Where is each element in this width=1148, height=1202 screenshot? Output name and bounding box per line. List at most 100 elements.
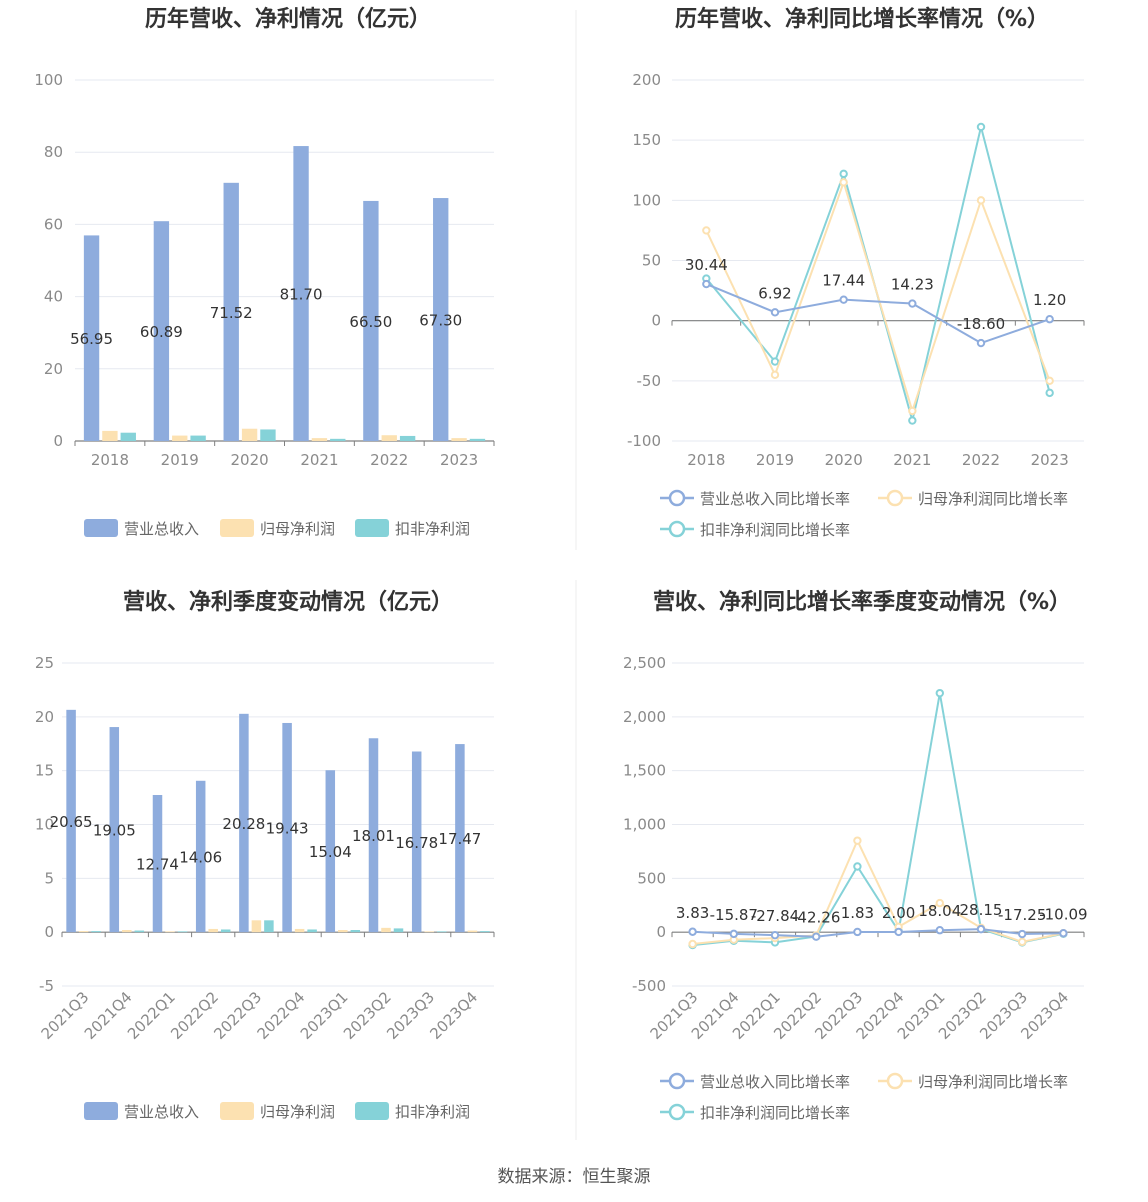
legend-label[interactable]: 营业总收入 — [124, 1103, 199, 1121]
bar-parent-profit[interactable] — [381, 927, 391, 933]
data-point[interactable] — [770, 930, 780, 940]
data-point[interactable] — [770, 308, 780, 317]
legend-swatch[interactable] — [355, 519, 389, 537]
bar-parent-profit[interactable] — [424, 931, 434, 933]
bar-deducted-profit[interactable] — [480, 931, 490, 933]
bar-revenue[interactable] — [66, 709, 76, 933]
data-point[interactable] — [1018, 937, 1027, 947]
legend-label[interactable]: 营业总收入同比增长率 — [700, 490, 850, 508]
bar-deducted-profit[interactable] — [350, 930, 361, 933]
data-point[interactable] — [935, 926, 944, 935]
bar-parent-profit[interactable] — [78, 931, 89, 933]
data-point[interactable] — [702, 279, 711, 289]
bar-parent-profit[interactable] — [311, 438, 328, 441]
bar-parent-profit[interactable] — [381, 435, 397, 441]
legend-swatch[interactable] — [220, 1102, 254, 1120]
data-point[interactable] — [839, 169, 848, 179]
bar-parent-profit[interactable] — [294, 928, 305, 933]
data-point[interactable] — [935, 688, 944, 698]
data-point[interactable] — [976, 924, 986, 934]
legend-marker[interactable] — [668, 520, 686, 538]
bar-deducted-profit[interactable] — [91, 931, 101, 933]
data-point[interactable] — [702, 226, 711, 235]
data-point[interactable] — [812, 932, 821, 941]
legend-marker[interactable] — [668, 1072, 686, 1090]
bar-parent-profit[interactable] — [251, 920, 262, 933]
bar-deducted-profit[interactable] — [190, 435, 206, 441]
legend-swatch[interactable] — [84, 1102, 118, 1120]
bar-deducted-profit[interactable] — [264, 920, 274, 933]
data-point[interactable] — [1045, 376, 1054, 386]
legend-swatch[interactable] — [355, 1102, 389, 1120]
bar-deducted-profit[interactable] — [436, 931, 447, 933]
bar-revenue[interactable] — [195, 780, 206, 933]
data-point[interactable] — [1018, 929, 1027, 939]
bar-parent-profit[interactable] — [102, 430, 118, 441]
bar-revenue[interactable] — [152, 794, 163, 933]
legend-label[interactable]: 归母净利润 — [260, 520, 335, 538]
bar-parent-profit[interactable] — [172, 435, 188, 441]
legend-label[interactable]: 归母净利润同比增长率 — [918, 1073, 1068, 1091]
bar-deducted-profit[interactable] — [469, 438, 486, 441]
bar-revenue[interactable] — [293, 146, 309, 442]
data-point[interactable] — [853, 927, 862, 937]
data-point[interactable] — [729, 929, 738, 939]
bar-revenue[interactable] — [433, 198, 449, 441]
legend-label[interactable]: 营业总收入同比增长率 — [700, 1073, 850, 1091]
bar-revenue[interactable] — [411, 751, 422, 933]
bar-revenue[interactable] — [153, 221, 170, 441]
bar-deducted-profit[interactable] — [177, 931, 188, 933]
bar-parent-profit[interactable] — [451, 438, 467, 441]
data-point[interactable] — [935, 898, 944, 908]
bar-deducted-profit[interactable] — [260, 429, 276, 441]
data-point[interactable] — [976, 338, 986, 348]
data-point[interactable] — [908, 416, 917, 425]
bar-revenue[interactable] — [223, 182, 239, 441]
bar-deducted-profit[interactable] — [134, 930, 145, 933]
data-point[interactable] — [839, 178, 848, 187]
bar-revenue[interactable] — [363, 200, 379, 441]
bar-deducted-profit[interactable] — [220, 929, 231, 933]
bar-parent-profit[interactable] — [122, 930, 132, 933]
legend-label[interactable]: 营业总收入 — [124, 520, 199, 538]
legend-label[interactable]: 扣非净利润同比增长率 — [700, 521, 850, 539]
data-point[interactable] — [1059, 929, 1068, 938]
legend-label[interactable]: 归母净利润 — [260, 1103, 335, 1121]
legend-swatch[interactable] — [84, 519, 118, 537]
bar-deducted-profit[interactable] — [399, 435, 416, 441]
data-point[interactable] — [853, 836, 862, 845]
bar-revenue[interactable] — [83, 235, 100, 441]
data-point[interactable] — [908, 406, 917, 416]
legend-label[interactable]: 扣非净利润 — [395, 520, 470, 538]
legend-marker[interactable] — [886, 489, 904, 507]
data-point[interactable] — [688, 939, 697, 949]
bar-parent-profit[interactable] — [165, 931, 175, 933]
bar-deducted-profit[interactable] — [120, 432, 136, 441]
bar-revenue[interactable] — [109, 727, 120, 933]
bar-parent-profit[interactable] — [467, 930, 478, 933]
data-point[interactable] — [770, 357, 780, 366]
data-point[interactable] — [894, 927, 903, 937]
bar-revenue[interactable] — [239, 713, 249, 933]
data-point[interactable] — [770, 370, 780, 380]
legend-swatch[interactable] — [220, 519, 254, 537]
data-point[interactable] — [839, 295, 848, 304]
bar-deducted-profit[interactable] — [307, 929, 317, 933]
data-point[interactable] — [1045, 388, 1054, 398]
bar-revenue[interactable] — [282, 722, 292, 933]
legend-marker[interactable] — [886, 1072, 904, 1090]
data-point[interactable] — [688, 927, 697, 936]
bar-revenue[interactable] — [368, 738, 379, 933]
data-point[interactable] — [976, 122, 986, 132]
bar-deducted-profit[interactable] — [330, 438, 346, 441]
bar-revenue[interactable] — [455, 744, 465, 933]
data-point[interactable] — [908, 299, 917, 308]
legend-marker[interactable] — [668, 1103, 686, 1121]
legend-label[interactable]: 扣非净利润 — [395, 1103, 470, 1121]
data-point[interactable] — [853, 862, 862, 871]
bar-parent-profit[interactable] — [208, 928, 218, 933]
bar-parent-profit[interactable] — [241, 428, 258, 441]
legend-label[interactable]: 扣非净利润同比增长率 — [700, 1104, 850, 1122]
data-point[interactable] — [1045, 315, 1054, 324]
bar-deducted-profit[interactable] — [393, 928, 404, 933]
